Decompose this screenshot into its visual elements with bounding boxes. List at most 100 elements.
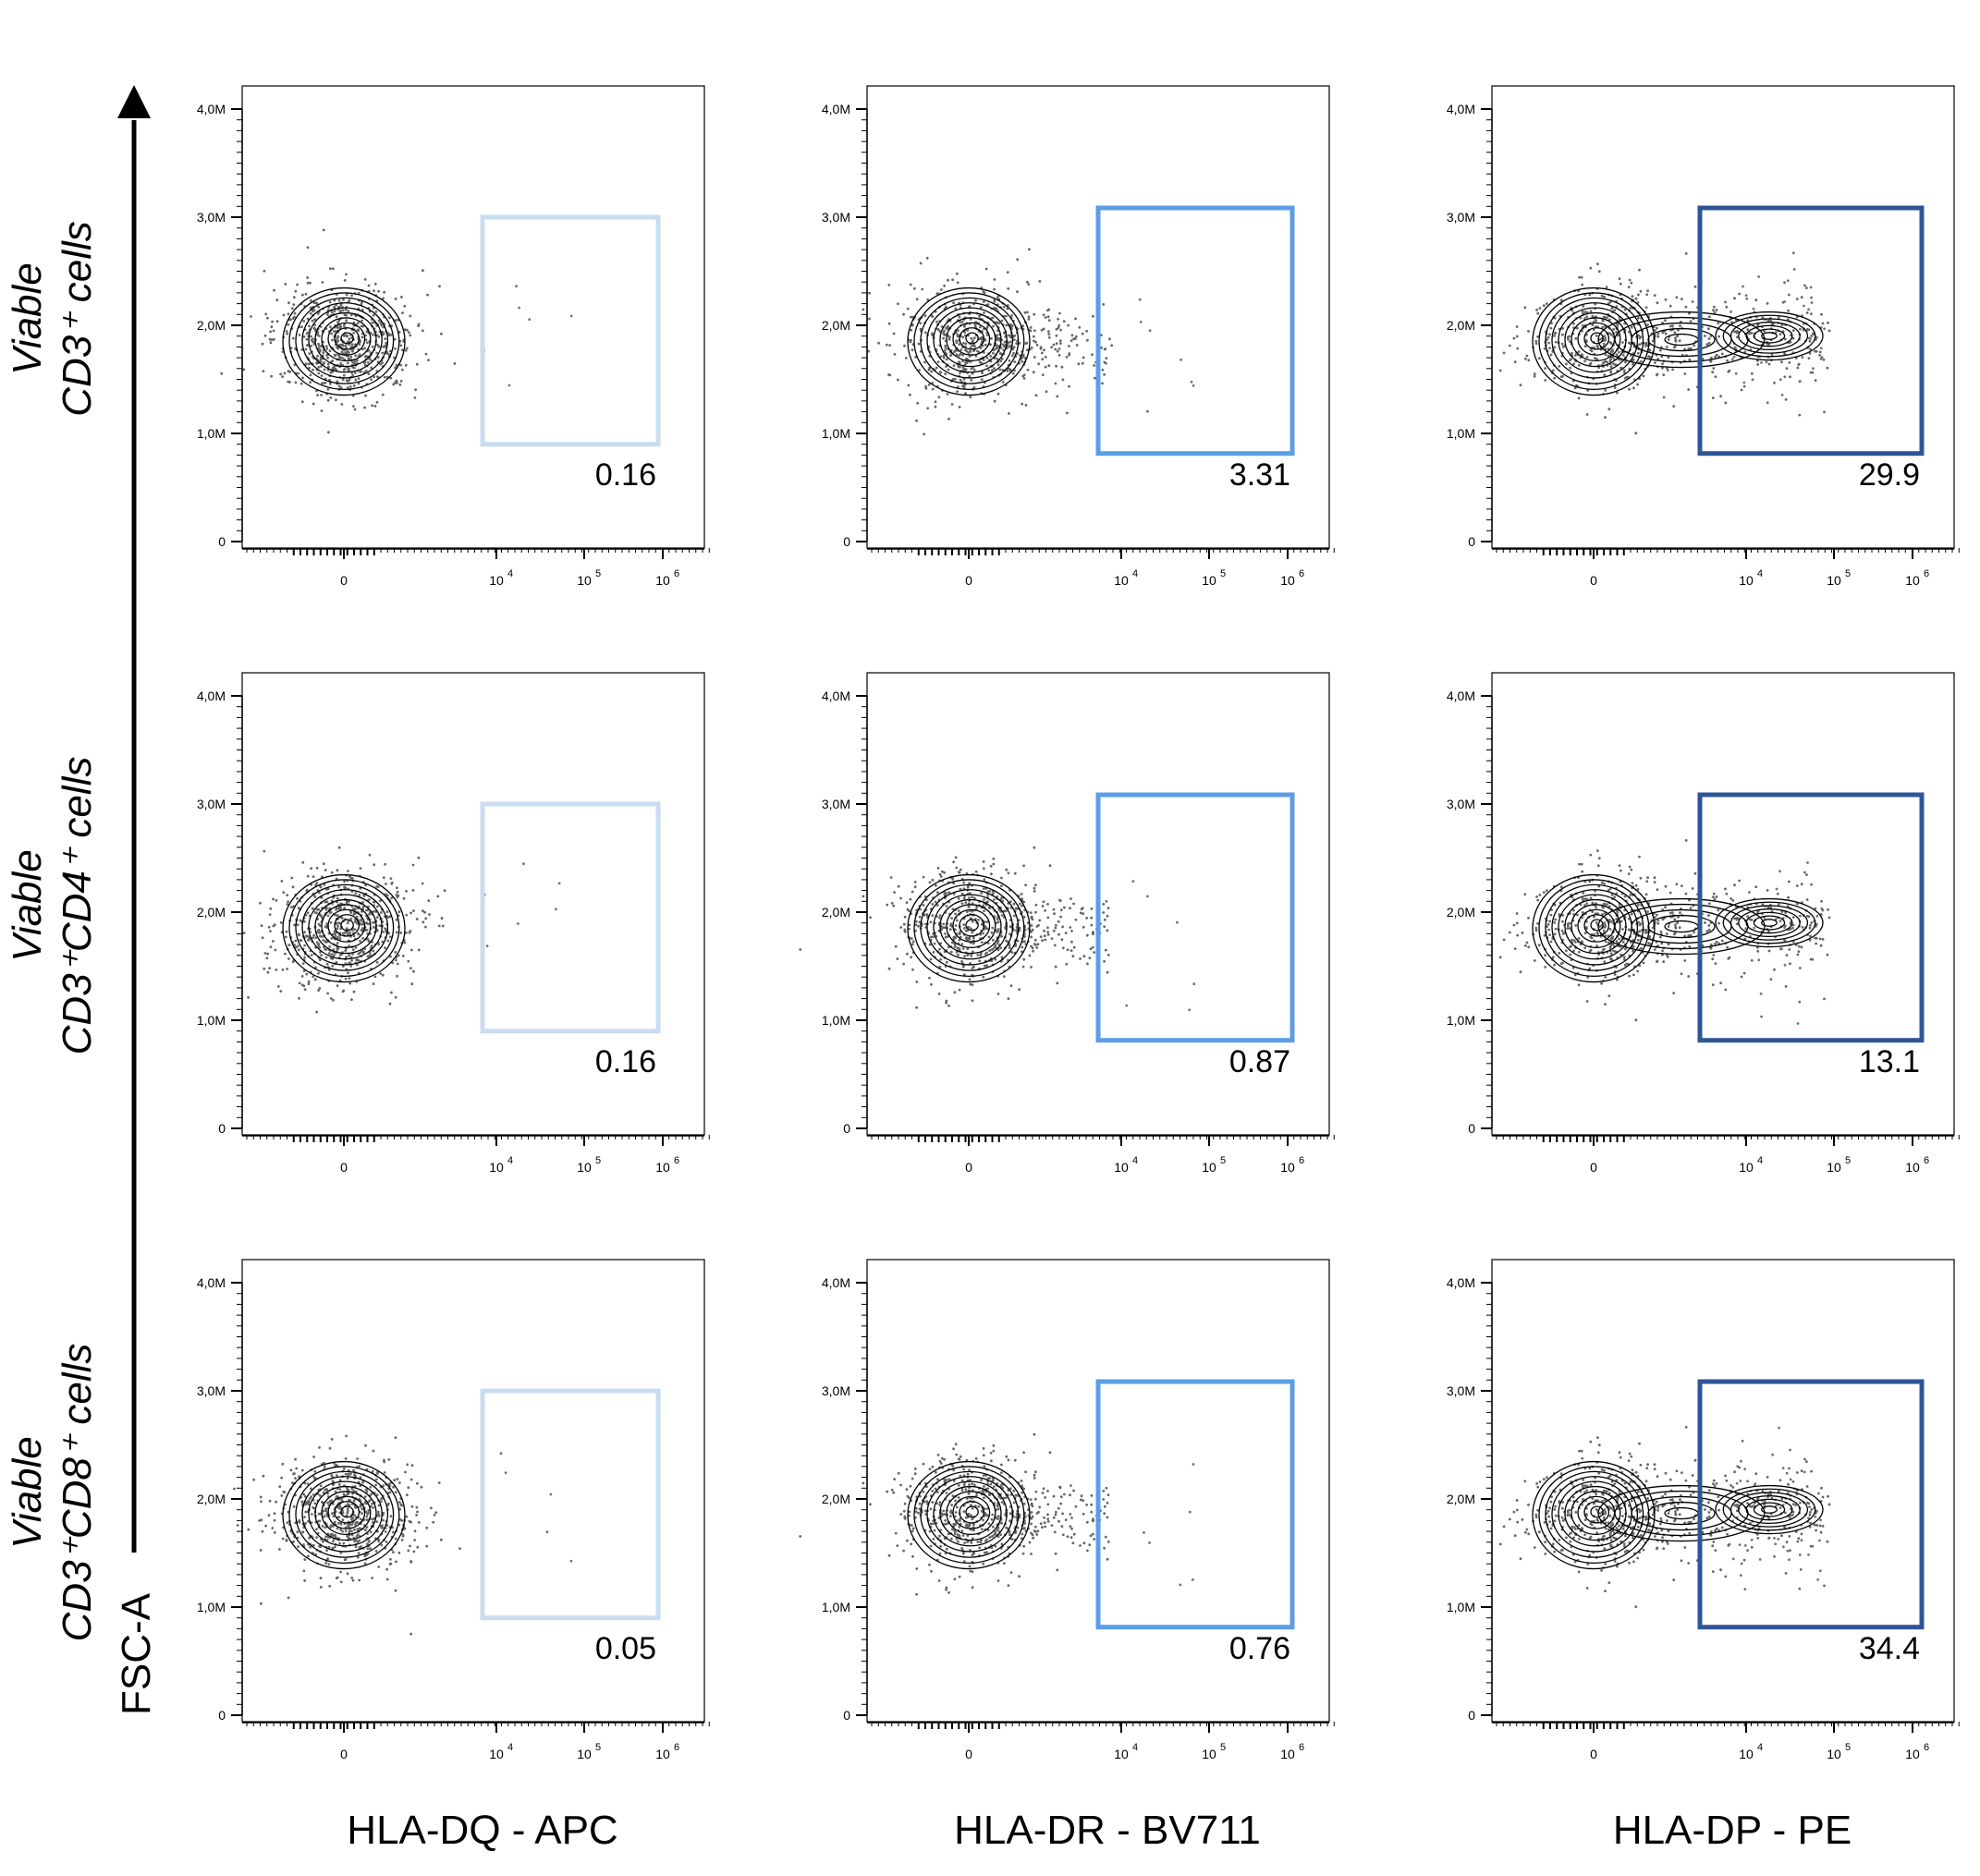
event-dot	[1768, 950, 1771, 953]
event-dot	[958, 897, 960, 900]
event-dot	[334, 354, 336, 357]
event-dot	[324, 369, 326, 372]
event-dot	[1056, 335, 1058, 337]
event-dot	[405, 890, 408, 893]
event-dot	[312, 369, 314, 372]
event-dot	[355, 892, 358, 895]
event-dot	[275, 949, 277, 952]
event-dot	[1756, 363, 1759, 366]
event-dot	[1013, 338, 1016, 341]
event-dot	[1659, 349, 1662, 352]
event-dot	[486, 944, 489, 947]
event-dot	[280, 921, 283, 924]
event-dot	[1139, 298, 1142, 301]
event-dot	[1091, 353, 1094, 356]
event-dot	[1578, 937, 1581, 940]
event-dot	[376, 375, 379, 378]
event-dot	[893, 891, 896, 894]
event-dot	[342, 990, 345, 993]
event-dot	[1024, 311, 1027, 314]
event-dot	[1520, 970, 1522, 973]
event-dot	[333, 955, 336, 957]
event-dot	[1612, 328, 1615, 331]
event-dot	[956, 390, 959, 393]
event-dot	[1778, 316, 1780, 319]
event-dot	[1783, 375, 1786, 378]
contour-ring	[921, 298, 1019, 384]
event-dot	[910, 898, 912, 901]
event-dot	[332, 267, 335, 270]
event-dot	[1638, 856, 1641, 859]
gate-percentage: 0.16	[595, 1044, 656, 1079]
y-tick-label: 1,0M	[822, 1013, 850, 1028]
event-dot	[318, 366, 321, 369]
event-dot	[409, 315, 411, 318]
event-dot	[409, 334, 411, 336]
event-dot	[1596, 849, 1599, 852]
event-dot	[353, 367, 356, 370]
event-dot	[294, 940, 297, 943]
event-dot	[930, 958, 933, 961]
event-dot	[1679, 911, 1681, 914]
event-dot	[405, 364, 408, 367]
event-dot	[370, 367, 373, 370]
event-dot	[1538, 944, 1541, 946]
event-dot	[1033, 329, 1036, 332]
event-dot	[992, 863, 995, 866]
event-dot	[1810, 921, 1813, 924]
y-tick-label: 1,0M	[197, 426, 226, 441]
event-dot	[961, 336, 964, 339]
event-dot	[1606, 316, 1608, 319]
event-dot	[1047, 933, 1050, 936]
event-dot	[902, 963, 905, 966]
event-dot	[996, 919, 999, 921]
event-dot	[928, 977, 931, 980]
x-tick-exponent: 6	[1924, 1155, 1929, 1166]
event-dot	[269, 338, 272, 341]
event-dot	[938, 948, 941, 951]
event-dot	[907, 308, 910, 311]
event-dot	[947, 369, 950, 372]
event-dot	[1677, 916, 1680, 919]
event-dot	[1652, 340, 1655, 343]
event-dot	[1751, 919, 1754, 921]
event-dot	[345, 274, 348, 276]
event-dot	[394, 347, 397, 350]
event-dot	[351, 877, 354, 880]
event-dot	[1018, 988, 1021, 991]
event-dot	[1543, 304, 1546, 307]
event-dot	[1600, 982, 1603, 985]
event-dot	[1690, 347, 1693, 350]
event-dot	[1616, 353, 1619, 356]
event-dot	[1574, 354, 1577, 357]
event-dot	[319, 349, 322, 352]
event-dot	[1026, 281, 1029, 284]
event-dot	[972, 999, 974, 1002]
event-dot	[1567, 336, 1570, 339]
event-dot	[351, 350, 354, 353]
event-dot	[1803, 871, 1806, 874]
event-dot	[946, 905, 948, 908]
event-dot	[343, 324, 346, 327]
event-dot	[1736, 917, 1739, 920]
event-dot	[1503, 352, 1506, 355]
event-dot	[957, 281, 959, 284]
event-dot	[1814, 350, 1816, 353]
event-dot	[436, 895, 439, 898]
event-dot	[1516, 922, 1519, 925]
event-dot	[951, 908, 954, 910]
event-dot	[923, 432, 925, 435]
event-dot	[307, 246, 310, 249]
event-dot	[972, 943, 975, 945]
event-dot	[928, 384, 931, 386]
event-dot	[1637, 294, 1640, 297]
event-dot	[1033, 943, 1036, 945]
event-dot	[1048, 319, 1051, 322]
event-dot	[1726, 359, 1729, 362]
event-dot	[347, 971, 349, 974]
event-dot	[1716, 895, 1718, 898]
event-dot	[897, 379, 899, 382]
event-dot	[1596, 345, 1599, 347]
event-dot	[302, 320, 305, 323]
event-dot	[1000, 877, 1003, 880]
